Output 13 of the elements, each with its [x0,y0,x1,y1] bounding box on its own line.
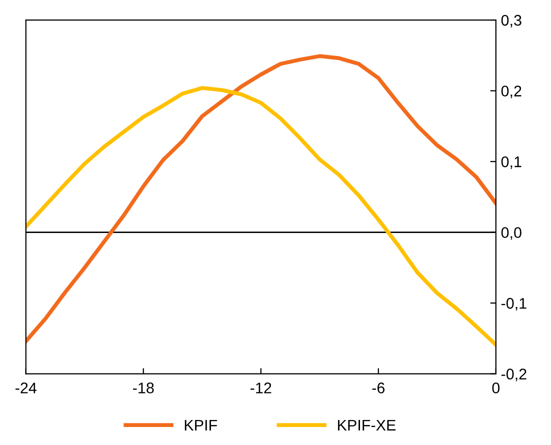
y-tick-label: -0,2 [501,368,526,382]
y-tick-label: 0,2 [501,86,522,98]
x-tick-label: 0 [492,382,500,394]
legend-label: KPIF [184,420,217,430]
y-tick-label: 0,0 [501,227,522,240]
y-tick-label: 0,3 [501,14,522,28]
x-tick-label: -6 [372,382,385,394]
x-tick-label: -18 [133,382,154,394]
x-tick-label: -12 [250,382,272,394]
y-tick-label: -0,1 [501,298,526,311]
x-tick-label: -24 [16,382,36,394]
legend-label: KPIF-XE [338,420,396,430]
y-tick-label: 0,1 [501,156,522,170]
